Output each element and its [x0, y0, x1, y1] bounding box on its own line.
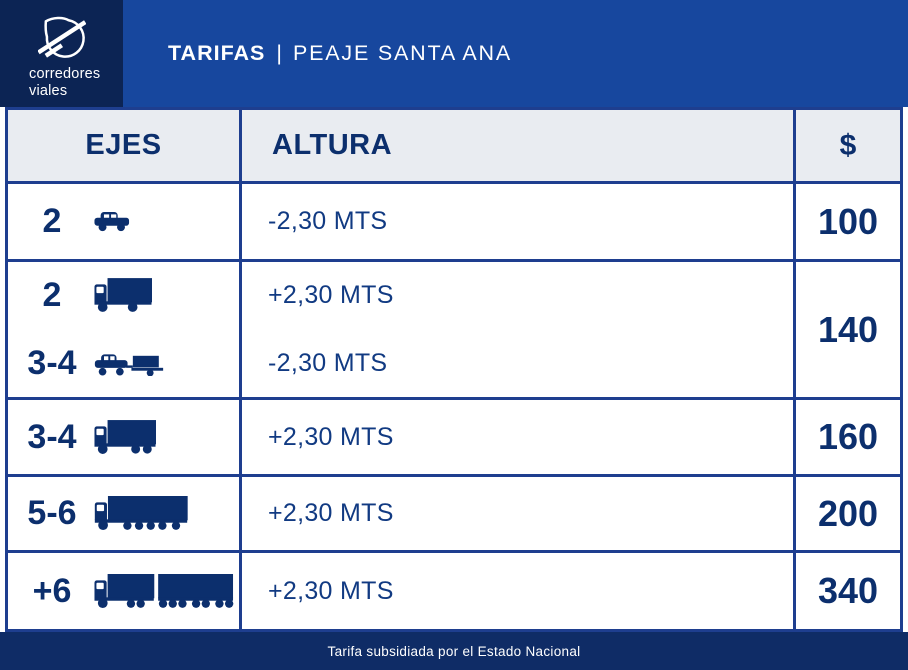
corredores-viales-logo-icon	[37, 17, 86, 59]
price-value: 160	[817, 416, 879, 457]
car-icon	[94, 211, 130, 232]
altura-cell: +2,30 MTS -2,30 MTS	[242, 262, 796, 397]
page-title: TARIFAS | PEAJE SANTA ANA	[168, 0, 512, 107]
logo-wordmark: corredores viales	[0, 66, 100, 98]
title-location: PEAJE SANTA ANA	[292, 41, 512, 65]
ejes-cell: +6	[8, 553, 242, 629]
price-value: 200	[817, 492, 879, 534]
axle-count: 3-4	[27, 343, 77, 382]
logo-word-2: viales	[29, 82, 68, 99]
altura-value: +2,30 MTS	[268, 499, 394, 527]
altura-value: +2,30 MTS	[268, 422, 394, 451]
altura-cell: +2,30 MTS	[242, 477, 796, 550]
table-row: +6 +2,30 MTS 340	[8, 550, 900, 629]
vehicle-line: 3-4	[8, 333, 239, 393]
table-header-row: EJES ALTURA $	[8, 110, 900, 181]
altura-cell: -2,30 MTS	[242, 184, 796, 259]
table-row: 5-6 +2,30 MTS 200	[8, 474, 900, 550]
altura-value: -2,30 MTS	[268, 207, 388, 235]
axle-count: 2	[42, 202, 62, 240]
column-header-ejes: EJES	[8, 110, 242, 181]
title-separator: |	[276, 41, 282, 65]
axle-count: +6	[32, 571, 72, 610]
axle-count: 3-4	[27, 417, 77, 456]
column-header-altura: ALTURA	[242, 110, 796, 181]
axle-count: 2	[42, 276, 62, 315]
table-row: 2 -2,30 MTS 100	[8, 181, 900, 259]
header-bar: corredores viales TARIFAS | PEAJE SANTA …	[0, 0, 908, 107]
truck-icon	[94, 419, 156, 455]
altura-value: +2,30 MTS	[268, 576, 394, 605]
box-truck-icon	[94, 278, 152, 313]
altura-value: -2,30 MTS	[268, 348, 388, 377]
footer-bar: Tarifa subsidiada por el Estado Nacional	[0, 632, 908, 670]
table-row: 3-4 +2,30 MTS 160	[8, 397, 900, 474]
vehicle-line: 2	[8, 266, 239, 326]
road-train-icon	[94, 573, 234, 609]
logo: corredores viales	[0, 0, 123, 107]
altura-cell: +2,30 MTS	[242, 400, 796, 474]
tariff-table: EJES ALTURA $ 2 -2,30 MTS 100 2 3-4	[5, 107, 903, 632]
ejes-cell: 5-6	[8, 477, 242, 550]
ejes-cell: 3-4	[8, 400, 242, 474]
price-value: 100	[817, 200, 879, 242]
ejes-cell: 2 3-4	[8, 262, 242, 397]
table-body: 2 -2,30 MTS 100 2 3-4	[8, 181, 900, 629]
axle-count: 5-6	[27, 494, 77, 532]
altura-cell: +2,30 MTS	[242, 553, 796, 629]
car-trailer-icon	[94, 351, 164, 376]
vehicle-line: 2	[8, 192, 239, 252]
ejes-cell: 2	[8, 184, 242, 259]
semi-trailer-icon	[94, 496, 188, 531]
logo-word-1: corredores	[29, 66, 101, 83]
footer-note: Tarifa subsidiada por el Estado Nacional	[327, 643, 581, 659]
table-row: 2 3-4 +2,30 MTS -2,30 MTS 140	[8, 259, 900, 397]
price-value: 140	[817, 308, 879, 350]
vehicle-line: 3-4	[8, 407, 239, 467]
price-value: 340	[817, 570, 879, 611]
title-tarifas: TARIFAS	[168, 41, 266, 65]
altura-value: +2,30 MTS	[268, 281, 394, 310]
vehicle-line: 5-6	[8, 484, 239, 544]
vehicle-line: +6	[8, 561, 239, 621]
column-header-price: $	[839, 128, 857, 162]
